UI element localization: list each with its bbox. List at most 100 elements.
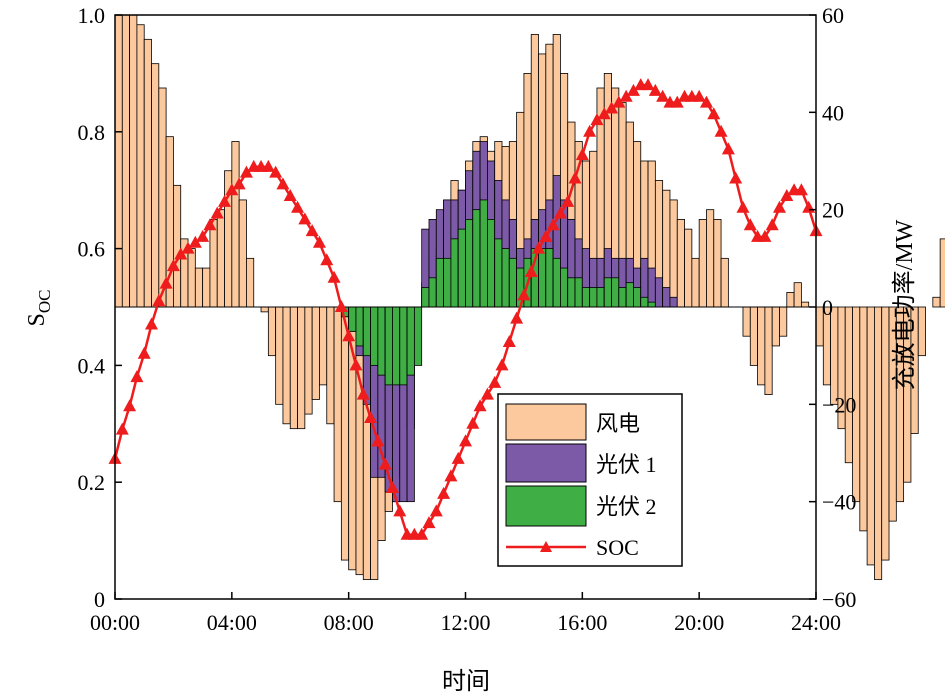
bar-wind xyxy=(121,14,131,308)
bar-wind xyxy=(939,238,945,308)
soc-marker xyxy=(670,95,684,108)
bar-pv2 xyxy=(450,238,459,308)
soc-marker xyxy=(327,270,341,283)
soc-marker xyxy=(517,288,531,301)
bar-pv2 xyxy=(413,306,423,366)
bar-wind xyxy=(706,209,715,308)
legend-swatch-wind xyxy=(505,403,587,441)
soc-marker xyxy=(743,218,757,231)
soc-marker xyxy=(524,264,538,277)
bar-pv2 xyxy=(560,267,569,308)
y-right-tick-label: 60 xyxy=(822,3,844,28)
soc-marker xyxy=(444,469,458,482)
soc-marker xyxy=(349,358,363,371)
bar-pv2 xyxy=(581,287,591,308)
soc-marker xyxy=(276,177,290,190)
bar-wind xyxy=(793,282,802,308)
bar-wind xyxy=(143,38,152,308)
y-left-tick-label: 0 xyxy=(94,587,105,612)
bar-wind xyxy=(136,24,145,308)
x-tick-label: 16:00 xyxy=(557,610,607,635)
soc-marker xyxy=(692,89,706,102)
bar-wind xyxy=(282,306,291,425)
bar-wind xyxy=(676,218,685,308)
bar-wind xyxy=(173,184,182,308)
soc-line-layer xyxy=(108,78,823,540)
bar-wind xyxy=(866,306,875,566)
bar-pv2 xyxy=(435,257,444,308)
soc-marker xyxy=(196,229,210,242)
soc-line xyxy=(113,83,818,537)
y-right-tick-label: −20 xyxy=(822,392,856,417)
soc-marker xyxy=(385,481,399,494)
bar-wind xyxy=(691,257,700,308)
bar-pv2 xyxy=(625,282,634,308)
bar-pv2 xyxy=(611,277,620,308)
bar-wind xyxy=(289,306,298,430)
bar-pv2 xyxy=(443,257,452,308)
x-tick-label: 00:00 xyxy=(90,610,140,635)
bar-wind xyxy=(151,63,160,308)
legend-label-pv1: 光伏 1 xyxy=(596,452,657,477)
bar-pv2 xyxy=(552,257,561,308)
soc-marker xyxy=(429,504,443,517)
bar-pv2 xyxy=(567,277,576,308)
y-left-tick-label: 0.6 xyxy=(78,237,106,262)
legend-swatch-pv1 xyxy=(505,443,587,483)
bar-pv2 xyxy=(479,199,488,308)
bar-wind xyxy=(874,306,883,580)
soc-marker xyxy=(729,171,743,184)
bar-pv2 xyxy=(603,277,612,308)
bar-wind xyxy=(304,306,313,415)
soc-marker xyxy=(203,218,217,231)
soc-marker xyxy=(342,329,356,342)
soc-marker xyxy=(539,229,553,242)
bar-pv2 xyxy=(457,228,466,308)
bar-wind xyxy=(771,306,780,347)
x-tick-label: 04:00 xyxy=(207,610,257,635)
bar-pv1 xyxy=(647,267,656,308)
soc-marker xyxy=(473,399,487,412)
soc-marker xyxy=(166,259,180,272)
y-right-tick-label: −60 xyxy=(822,587,856,612)
bar-wind xyxy=(786,291,795,308)
soc-marker xyxy=(765,218,779,231)
soc-marker xyxy=(546,218,560,231)
soc-marker xyxy=(583,124,597,137)
bar-pv2 xyxy=(465,218,474,308)
bar-wind xyxy=(757,306,766,386)
bar-pv2 xyxy=(640,296,649,308)
bar-wind xyxy=(260,306,269,313)
bar-wind xyxy=(764,306,773,395)
bar-pv2 xyxy=(355,306,364,347)
soc-marker xyxy=(298,212,312,225)
legend: 风电 光伏 1 光伏 2 SOC xyxy=(497,393,683,567)
bar-pv2 xyxy=(545,248,554,308)
soc-marker xyxy=(451,451,465,464)
bar-wind xyxy=(238,199,247,308)
soc-marker xyxy=(502,335,516,348)
y-right-tick-label: 20 xyxy=(822,198,844,223)
bar-wind xyxy=(187,248,196,308)
soc-marker xyxy=(393,504,407,517)
bar-wind xyxy=(202,267,211,308)
bar-wind xyxy=(881,306,890,561)
soc-marker xyxy=(145,317,159,330)
soc-marker xyxy=(772,200,786,213)
soc-marker xyxy=(488,375,502,388)
soc-marker xyxy=(510,311,524,324)
soc-marker xyxy=(152,294,166,307)
bar-wind xyxy=(830,306,839,405)
bar-wind xyxy=(114,14,123,308)
soc-marker xyxy=(269,165,283,178)
soc-marker xyxy=(553,206,567,219)
bar-pv2 xyxy=(538,248,547,308)
bar-wind xyxy=(917,306,926,357)
bar-wind xyxy=(844,306,853,464)
soc-marker xyxy=(356,387,370,400)
bar-wind xyxy=(779,306,788,337)
soc-marker xyxy=(736,200,750,213)
soc-marker xyxy=(707,107,721,120)
bar-pv2 xyxy=(428,277,437,308)
soc-marker xyxy=(210,206,224,219)
